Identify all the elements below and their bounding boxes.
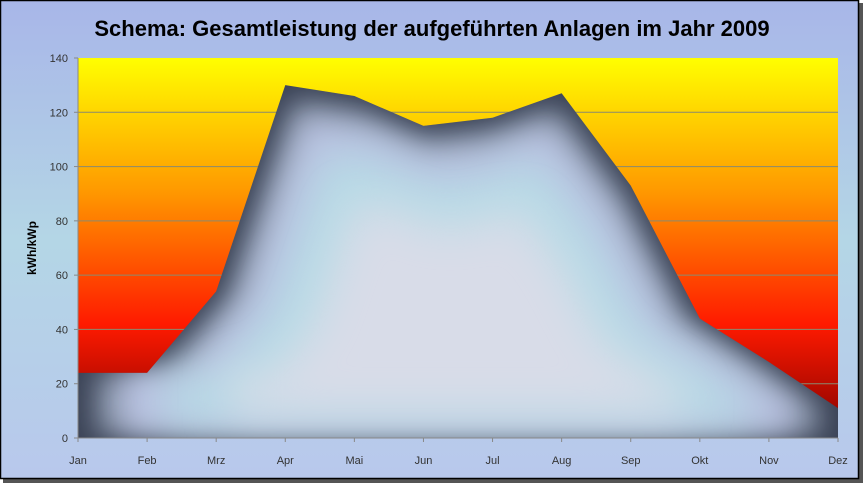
x-tick-label: Jan	[69, 455, 87, 467]
y-tick-label: 140	[50, 53, 68, 65]
y-axis-label: kWh/kWp	[25, 221, 39, 275]
x-tick-label: Mai	[345, 455, 363, 467]
x-tick-label: Okt	[691, 455, 708, 467]
y-axis: 0 20 40 60 80 100 120 140	[50, 53, 838, 445]
x-tick-label: Nov	[759, 455, 779, 467]
x-tick-label: Apr	[277, 455, 294, 467]
area-shading	[230, 202, 686, 414]
x-tick-label: Sep	[621, 455, 641, 467]
chart-title: Schema: Gesamtleistung der aufgeführten …	[94, 16, 769, 41]
y-tick-label: 20	[56, 379, 68, 391]
y-tick-label: 120	[50, 107, 68, 119]
x-tick-label: Jun	[415, 455, 433, 467]
x-tick-label: Jul	[486, 455, 500, 467]
x-tick-label: Dez	[828, 455, 848, 467]
y-tick-label: 40	[56, 324, 68, 336]
area-series	[78, 85, 838, 439]
y-tick-label: 60	[56, 270, 68, 282]
y-tick-label: 80	[56, 216, 68, 228]
x-tick-label: Mrz	[207, 455, 225, 467]
x-tick-label: Feb	[138, 455, 157, 467]
x-axis: Jan Feb Mrz Apr Mai Jun Jul Aug Sep Okt Nov Dez	[69, 438, 848, 467]
y-tick-label: 0	[62, 433, 68, 445]
y-tick-label: 100	[50, 162, 68, 174]
x-tick-label: Aug	[552, 455, 572, 467]
